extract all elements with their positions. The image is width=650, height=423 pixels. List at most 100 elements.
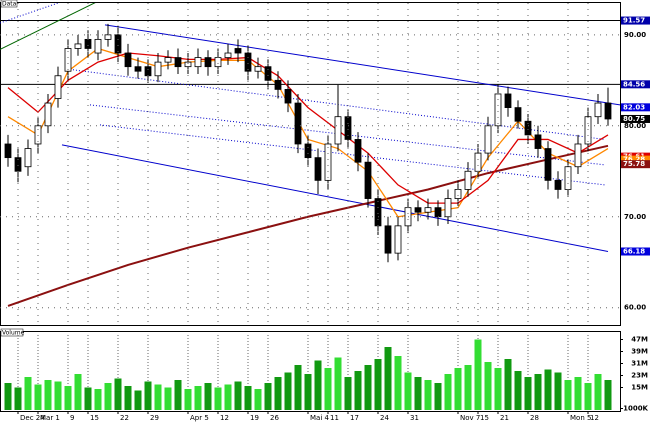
candle-body [604, 102, 612, 120]
volume-bar [74, 374, 82, 410]
x-tick-label: Mar 1 [40, 414, 60, 422]
volume-bar [524, 377, 532, 410]
volume-bar [324, 368, 332, 410]
volume-bar [344, 377, 352, 410]
candle-body [104, 34, 112, 40]
candle-body [234, 48, 242, 54]
candle-body [564, 166, 572, 190]
volume-bar [144, 381, 152, 410]
volume-bar [224, 384, 232, 410]
moving-average [7, 144, 609, 307]
volume-bar [534, 374, 542, 410]
volume-bar [334, 357, 342, 410]
chart-title: Data [2, 1, 17, 8]
x-tick-label: 31 [410, 414, 419, 422]
candle-body [474, 152, 482, 172]
volume-bar [54, 381, 62, 410]
volume-title-box [0, 328, 24, 337]
volume-bar [394, 356, 402, 410]
candle-body [464, 170, 472, 190]
volume-tick-label: 23M [631, 372, 648, 380]
candle-body [224, 52, 232, 58]
volume-bar [424, 380, 432, 410]
candle-body [434, 207, 442, 218]
volume-bar [174, 380, 182, 410]
candle-body [194, 57, 202, 68]
price-marker-label: 76.28 [623, 156, 645, 164]
volume-bar [314, 360, 322, 410]
candle-body [504, 93, 512, 109]
x-tick-label: 12 [220, 414, 229, 422]
volume-bar [114, 378, 122, 410]
candle-body [124, 52, 132, 68]
candle-body [134, 66, 142, 72]
candle-body [64, 48, 72, 72]
volume-bar [94, 389, 102, 410]
volume-bar [464, 365, 472, 410]
price-plot [0, 3, 620, 307]
candle-body [284, 89, 292, 104]
candle-body [274, 79, 282, 90]
volume-bar [554, 372, 562, 410]
volume-bar [124, 386, 132, 410]
candle-body [544, 148, 552, 181]
volume-bar [594, 374, 602, 410]
x-tick-label: Mon 5 [570, 414, 591, 422]
candle-body [184, 61, 192, 68]
volume-bar [214, 387, 222, 410]
candle-body [554, 179, 562, 190]
y-tick-label: 80.00 [624, 122, 646, 130]
volume-bar [504, 359, 512, 410]
moving-average [7, 52, 609, 204]
volume-bar [24, 377, 32, 410]
volume-tick-label: 1000K [623, 405, 648, 413]
candle-body [414, 207, 422, 213]
volume-bar [494, 368, 502, 410]
volume-bar [164, 387, 172, 410]
price-marker-box [621, 155, 650, 164]
candle-body [454, 189, 462, 199]
volume-bar [284, 372, 292, 410]
volume-bar [474, 339, 482, 410]
price-marker-box [621, 80, 650, 89]
volume-bar [254, 389, 262, 410]
candle-body [244, 52, 252, 72]
x-tick-label: 29 [150, 414, 159, 422]
price-marker-label: 66.18 [623, 248, 645, 256]
volume-tick-label: 31M [631, 360, 648, 368]
x-tick-label: 28 [530, 414, 539, 422]
x-tick-label: 15 [90, 414, 99, 422]
candle-body [364, 161, 372, 199]
candle-body [394, 225, 402, 254]
y-tick-label: 90.00 [624, 31, 646, 39]
volume-bar [304, 374, 312, 410]
y-tick-label: 60.00 [624, 304, 646, 312]
candle-body [94, 38, 102, 54]
candle-body [264, 66, 272, 81]
candle-body [84, 38, 92, 49]
candle-body [324, 143, 332, 181]
candle-body [204, 57, 212, 68]
price-marker-box [621, 247, 650, 256]
volume-bar [34, 384, 42, 410]
x-tick-label: 24 [380, 414, 389, 422]
volume-bar [404, 372, 412, 410]
volume-bar [274, 377, 282, 410]
x-tick-label: Mai 4 [310, 414, 329, 422]
candle-body [444, 198, 452, 218]
x-tick-label: Apr 5 [190, 414, 209, 422]
trendline [99, 124, 606, 186]
candle-body [484, 125, 492, 154]
volume-bar [514, 371, 522, 410]
volume-bar [84, 387, 92, 410]
candle-body [74, 43, 82, 49]
candle-body [594, 102, 602, 118]
candle-body [524, 120, 532, 136]
candle-body [374, 198, 382, 227]
candle-body [314, 157, 322, 181]
candle-body [424, 207, 432, 213]
x-tick-label: Nov 7 [460, 414, 480, 422]
volume-bar [104, 383, 112, 410]
volume-bar [244, 386, 252, 410]
x-tick-label: 9 [70, 414, 74, 422]
